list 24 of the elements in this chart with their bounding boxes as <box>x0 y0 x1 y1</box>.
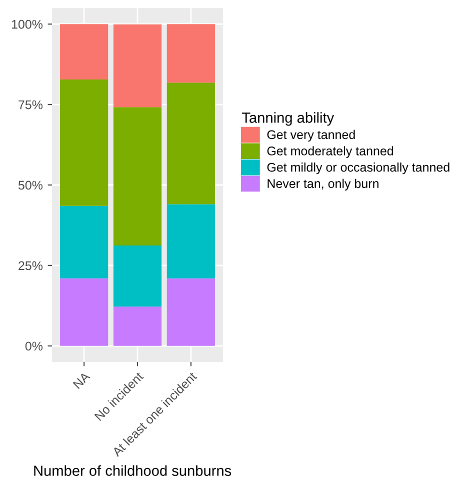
bar <box>166 82 215 204</box>
y-tick-label: 50% <box>18 180 43 190</box>
y-tick-label: 75% <box>18 100 43 110</box>
bar <box>60 79 108 206</box>
legend-label: Get very tanned <box>267 130 355 142</box>
bar <box>60 24 108 80</box>
bar <box>113 24 162 108</box>
y-tick-label: 25% <box>18 261 43 270</box>
x-axis-title: Number of childhood sunburns <box>34 465 232 476</box>
legend-label: Get mildly or occasionally tanned <box>267 162 450 174</box>
bar <box>166 278 215 346</box>
legend-label: Never tan, only burn <box>268 178 378 190</box>
legend-label: Get moderately tanned <box>267 146 394 158</box>
bar <box>60 278 108 346</box>
y-tick-label: 0% <box>25 342 43 351</box>
legend-title: Tanning ability <box>242 112 334 126</box>
bar <box>113 306 162 346</box>
bar <box>166 204 215 278</box>
bar <box>60 206 108 278</box>
x-tick-label: NA <box>72 371 90 389</box>
bar <box>113 246 162 307</box>
bar <box>166 24 215 83</box>
y-tick-label: 100% <box>12 20 43 29</box>
bar <box>113 107 162 246</box>
